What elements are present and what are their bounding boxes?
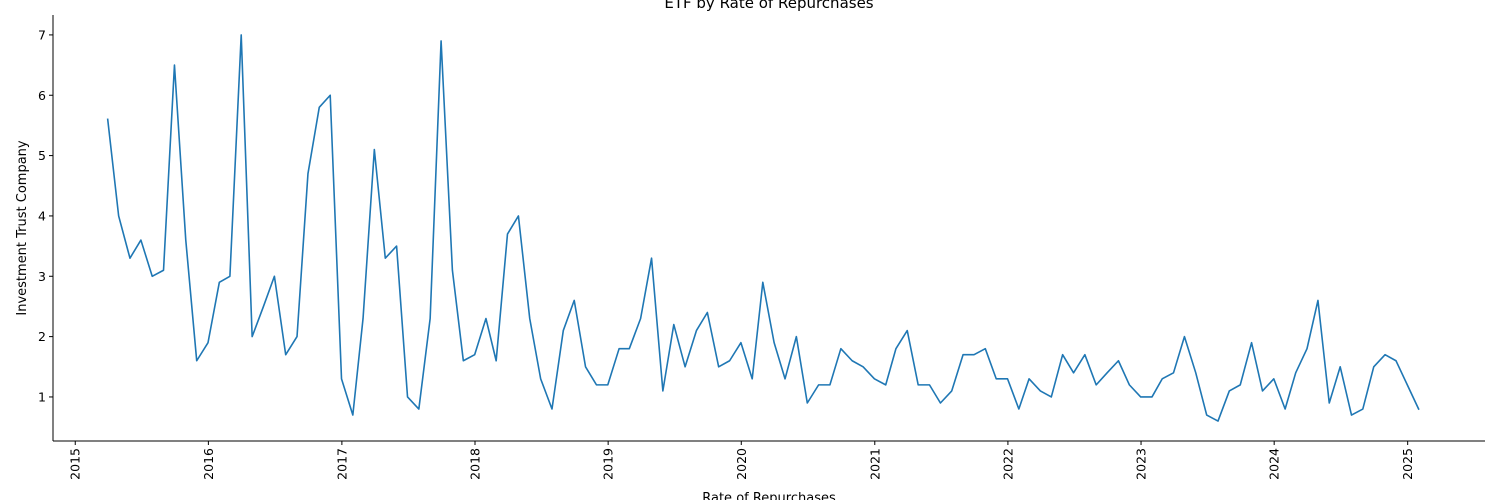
x-tick-label: 2017 [334, 448, 349, 480]
x-tick-label: 2020 [734, 448, 749, 480]
x-tick-label: 2024 [1267, 448, 1282, 480]
plot-area [106, 34, 1420, 422]
y-tick-label: 1 [38, 389, 46, 404]
x-tick-label: 2025 [1400, 448, 1415, 480]
x-tick-label: 2022 [1000, 448, 1015, 480]
x-axis: 2015 2016 2017 2018 2019 2020 2021 2022 2023 2024… [53, 440, 1485, 480]
x-tick-label: 2016 [201, 448, 216, 480]
x-tick-label: 2019 [601, 448, 616, 480]
x-tick-label: 2015 [68, 448, 83, 480]
y-tick-label: 5 [38, 148, 46, 163]
x-tick-label: 2018 [468, 448, 483, 480]
y-tick-label: 7 [38, 27, 46, 42]
y-axis: 1 2 3 4 5 6 7 [38, 15, 54, 441]
series-line-1 [106, 34, 1420, 422]
x-axis-title: Rate of Repurchases [702, 491, 836, 500]
y-axis-title: Investment Trust Company [15, 140, 30, 316]
y-tick-label: 2 [38, 329, 46, 344]
x-tick-label: 2023 [1134, 448, 1149, 480]
y-tick-label: 3 [38, 269, 46, 284]
y-tick-label: 4 [38, 208, 46, 223]
chart-title: ETF by Rate of Repurchases [664, 0, 873, 12]
y-tick-label: 6 [38, 88, 46, 103]
x-tick-label: 2021 [867, 448, 882, 480]
